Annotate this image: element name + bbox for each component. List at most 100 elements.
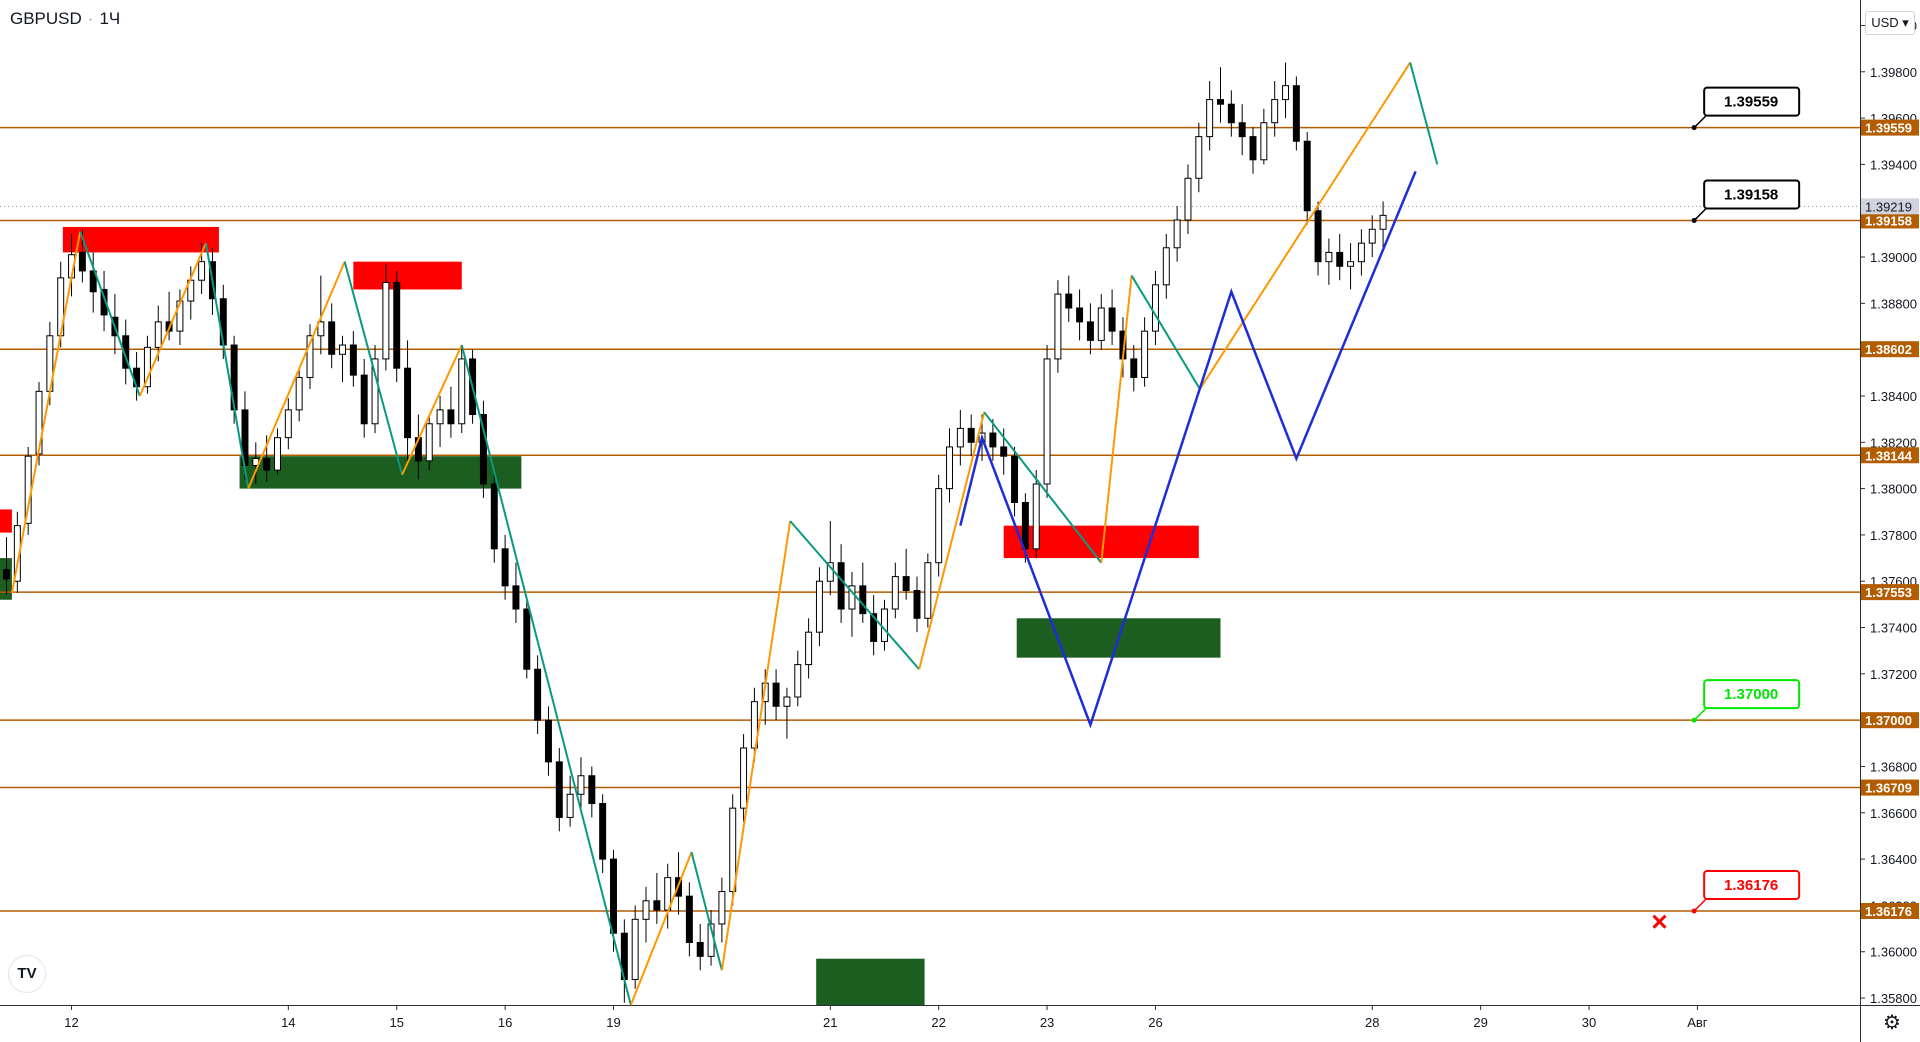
candle-body <box>78 251 86 272</box>
candle-body <box>718 891 726 925</box>
candle-body <box>1151 284 1159 332</box>
tradingview-logo-icon[interactable]: TV <box>8 955 46 993</box>
candle-body <box>534 668 542 721</box>
candle-body <box>1162 247 1170 286</box>
y-tick-label: 1.38800 <box>1870 296 1917 311</box>
callout-price-label: 1.36176 <box>1724 877 1778 894</box>
candle-body <box>1076 307 1084 323</box>
candle-body <box>306 335 314 378</box>
candle-body <box>1314 210 1322 263</box>
candle-body <box>328 321 336 355</box>
zigzag-segment <box>720 520 792 971</box>
candle-body <box>458 358 466 425</box>
x-tick-label: 29 <box>1473 1015 1487 1030</box>
candle-body <box>729 807 737 893</box>
interval-label: 1Ч <box>99 9 121 28</box>
candle-body <box>404 367 412 439</box>
y-tick-label: 1.36000 <box>1870 945 1917 960</box>
candle-body <box>154 321 162 348</box>
gear-icon[interactable]: ⚙ <box>1883 1012 1901 1034</box>
candle-body <box>544 719 552 763</box>
candle-body <box>274 437 281 471</box>
candle-body <box>794 664 802 698</box>
x-tick-label: 19 <box>606 1015 620 1030</box>
candle-body <box>1347 261 1355 267</box>
demand-zone <box>239 456 522 489</box>
level-axis-label: 1.38602 <box>1865 342 1912 357</box>
candle-body <box>479 414 487 485</box>
candle-body <box>642 900 650 920</box>
candle-body <box>89 270 97 293</box>
x-tick-label: 28 <box>1365 1015 1379 1030</box>
candle-body <box>1184 177 1192 221</box>
symbol-title[interactable]: GBPUSD · 1Ч <box>10 9 120 29</box>
candle-body <box>989 432 997 448</box>
candle-body <box>447 409 455 425</box>
candle-body <box>599 803 607 860</box>
symbol-name: GBPUSD <box>10 9 82 28</box>
candle-body <box>805 631 813 666</box>
y-tick-label: 1.39800 <box>1870 65 1917 80</box>
candle-body <box>870 613 878 642</box>
zigzag-segment <box>690 851 723 971</box>
y-tick-label: 1.38000 <box>1870 482 1917 497</box>
level-axis-label: 1.39158 <box>1865 213 1912 228</box>
candle-body <box>783 696 791 707</box>
candle-body <box>3 569 10 580</box>
x-tick-label: 22 <box>931 1015 945 1030</box>
zigzag-segment <box>789 520 920 670</box>
y-tick-label: 1.38200 <box>1870 435 1917 450</box>
zigzag-segment <box>983 411 1103 564</box>
candle-body <box>100 288 108 316</box>
candle-body <box>339 344 346 355</box>
zigzag-segment <box>629 851 693 1006</box>
candle-body <box>1141 330 1149 378</box>
candle-body <box>577 775 585 795</box>
candle-body <box>1206 99 1214 138</box>
price-axis-pane <box>1860 0 1920 1042</box>
level-axis-badge <box>1861 712 1919 729</box>
current-price-label: 1.39219 <box>1865 199 1912 214</box>
candle-body <box>750 701 758 749</box>
x-tick-label: 26 <box>1148 1015 1162 1030</box>
zigzag-segment <box>1409 62 1439 165</box>
projection-path <box>959 170 1417 729</box>
candle-body <box>837 562 845 610</box>
y-tick-label: 1.36600 <box>1870 806 1917 821</box>
level-axis-badge <box>1861 779 1919 796</box>
candle-body <box>1249 136 1257 161</box>
callout-anchor <box>1691 908 1697 914</box>
candle-body <box>349 344 357 376</box>
candle-body <box>891 576 899 610</box>
zigzag-segment <box>1199 61 1412 390</box>
candle-body <box>956 427 964 448</box>
candle-body <box>1271 99 1279 124</box>
candle-body <box>1238 122 1246 138</box>
candle-body <box>512 585 520 610</box>
callout-anchor <box>1691 717 1697 723</box>
candle-body <box>946 446 953 490</box>
candle-body <box>1011 455 1019 504</box>
currency-selector[interactable]: USD ▾ <box>1865 11 1915 35</box>
candle-body <box>1379 214 1387 230</box>
level-axis-badge <box>1861 119 1919 136</box>
candle-body <box>382 282 390 360</box>
candle-body <box>1021 502 1029 550</box>
zigzag-segment <box>918 411 986 670</box>
level-axis-badge <box>1861 584 1919 601</box>
zigzag-segment <box>138 242 207 397</box>
x-tick-label: 16 <box>498 1015 512 1030</box>
candle-body <box>501 548 509 587</box>
candle-body <box>490 483 498 550</box>
candle-body <box>1054 293 1062 360</box>
candle-body <box>198 261 206 281</box>
zigzag-segment <box>79 231 141 397</box>
callout-price-label: 1.39559 <box>1724 94 1778 111</box>
candle-body <box>1173 219 1181 249</box>
level-axis-badge <box>1861 902 1919 919</box>
candle-body <box>815 580 823 633</box>
zigzag-segment <box>204 242 250 489</box>
supply-zone <box>0 509 12 533</box>
candle-body <box>263 458 271 471</box>
